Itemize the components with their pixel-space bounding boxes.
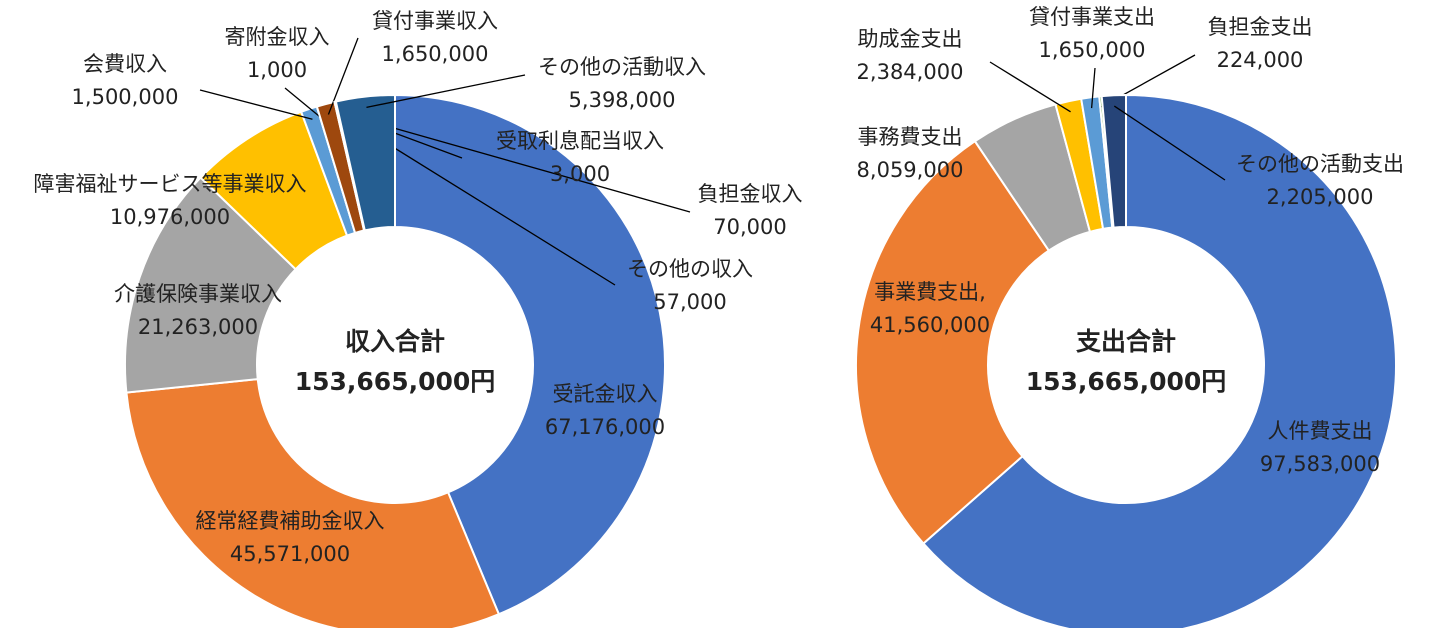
- leader-line: [337, 111, 691, 213]
- value-label: 41,560,000: [870, 313, 990, 337]
- value-label: 70,000: [713, 215, 786, 239]
- category-label: 受託金収入: [553, 382, 658, 406]
- value-label: 224,000: [1217, 48, 1304, 72]
- value-label: 1,650,000: [1039, 38, 1146, 62]
- category-label: 寄附金収入: [225, 25, 330, 49]
- category-label: 助成金支出: [858, 27, 963, 51]
- category-label: その他の活動収入: [538, 55, 706, 79]
- center-title: 収入合計: [345, 327, 445, 356]
- leader-line: [284, 87, 321, 118]
- value-label: 1,650,000: [382, 42, 489, 66]
- category-label: 受取利息配当収入: [496, 129, 664, 153]
- value-label: 2,205,000: [1267, 185, 1374, 209]
- category-label: その他の活動支出: [1236, 152, 1404, 176]
- value-label: 57,000: [653, 290, 726, 314]
- value-label: 45,571,000: [230, 542, 350, 566]
- category-label: 介護保険事業収入: [114, 282, 282, 306]
- category-label: 負担金収入: [698, 182, 803, 206]
- donut-slice: [1100, 93, 1127, 229]
- category-label: 経常経費補助金収入: [196, 509, 385, 533]
- leader-line: [366, 74, 526, 109]
- value-label: 3,000: [550, 162, 610, 186]
- category-label: 会費収入: [83, 52, 167, 76]
- leader-line: [1113, 105, 1226, 181]
- category-label: 障害福祉サービス等事業収入: [34, 172, 307, 196]
- category-label: 事業費支出,: [874, 280, 986, 304]
- donut-slice: [334, 93, 396, 232]
- value-label: 21,263,000: [138, 315, 258, 339]
- donut-slice: [124, 176, 298, 394]
- category-label: 負担金支出: [1208, 15, 1313, 39]
- value-label: 97,583,000: [1260, 452, 1380, 476]
- donut-slice: [855, 139, 1051, 545]
- value-label: 1,500,000: [72, 85, 179, 109]
- category-label: 貸付事業支出: [1029, 5, 1155, 29]
- value-label: 2,384,000: [857, 60, 964, 84]
- category-label: 貸付事業収入: [372, 9, 498, 33]
- category-label: その他の収入: [627, 257, 753, 281]
- value-label: 10,976,000: [110, 205, 230, 229]
- leader-line: [989, 61, 1071, 113]
- leader-line: [1090, 67, 1096, 109]
- center-title: 支出合計: [1076, 327, 1176, 356]
- category-label: 事務費支出: [858, 125, 963, 149]
- donut-slice: [125, 377, 501, 628]
- center-total: 153,665,000円: [1026, 367, 1227, 396]
- value-label: 5,398,000: [569, 88, 676, 112]
- category-label: 人件費支出: [1268, 419, 1373, 443]
- value-label: 67,176,000: [545, 415, 665, 439]
- value-label: 1,000: [247, 58, 307, 82]
- leader-line: [327, 37, 359, 115]
- donut-slice: [394, 93, 666, 616]
- donut-slice: [922, 93, 1397, 628]
- center-total: 153,665,000円: [295, 367, 496, 396]
- leader-line: [199, 89, 313, 120]
- value-label: 8,059,000: [857, 158, 964, 182]
